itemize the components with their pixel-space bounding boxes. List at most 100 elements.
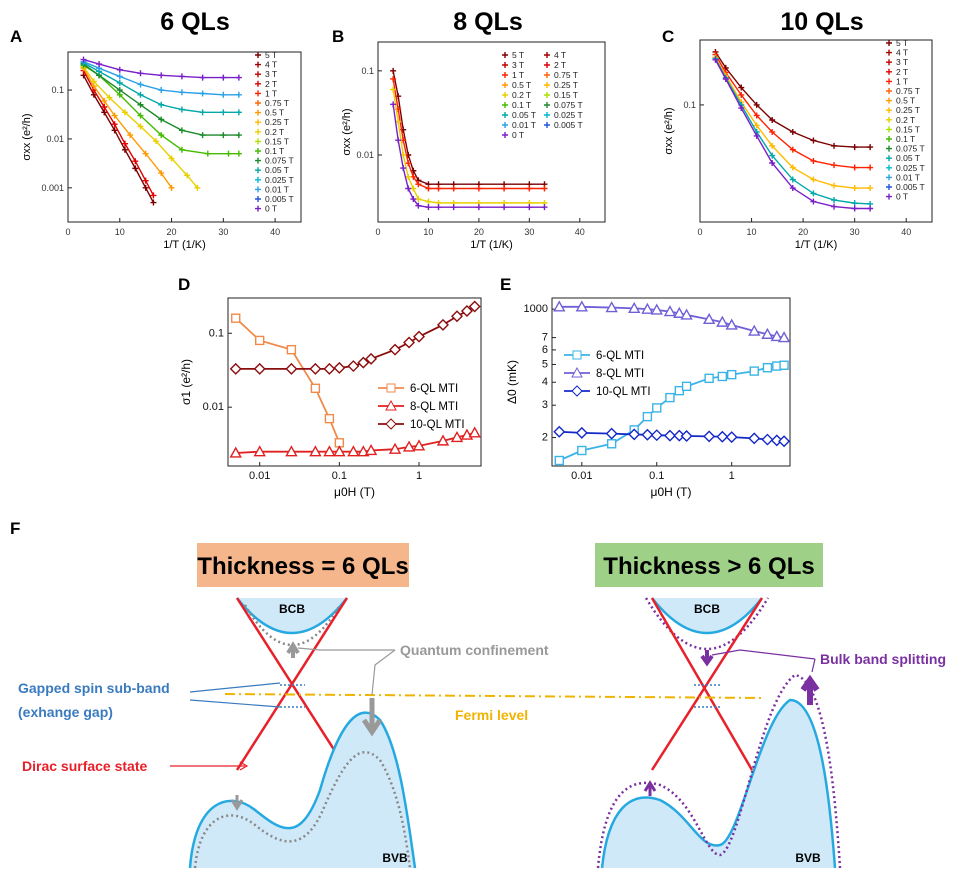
data-point: [158, 87, 165, 94]
fermi-level-label: Fermi level: [455, 707, 528, 723]
x-tick-label: 0.01: [571, 470, 592, 482]
data-point: [425, 198, 432, 205]
data-point: [769, 128, 776, 135]
data-point: [101, 103, 108, 110]
data-point: [541, 204, 548, 211]
qc-leader-2: [371, 649, 396, 696]
data-point: [468, 426, 481, 438]
data-point: [553, 425, 566, 438]
banner-left-text: Thickness = 6 QLs: [197, 553, 408, 580]
data-point: [680, 308, 693, 320]
legend-marker: [255, 128, 261, 135]
data-point: [137, 70, 144, 77]
left-bvb-label: BVB: [382, 851, 408, 865]
data-point: [390, 86, 397, 93]
data-point: [231, 313, 241, 323]
data-point: [390, 75, 397, 82]
legend-label: 0.15 T: [265, 136, 289, 146]
legend-marker: [544, 112, 550, 118]
x-tick-label: 40: [270, 227, 280, 237]
legend-label: 10-QL MTI: [410, 419, 465, 431]
data-point: [810, 198, 817, 205]
data-point: [681, 381, 692, 392]
legend-label: 0.15 T: [896, 124, 920, 134]
legend-label: 0.025 T: [896, 163, 925, 173]
y-axis-label: σxx (e²/h): [21, 113, 33, 160]
data-point: [324, 413, 335, 424]
data-point: [810, 176, 817, 183]
x-tick-label: 10: [423, 227, 433, 237]
data-point: [575, 300, 589, 312]
data-point: [106, 94, 113, 101]
data-point: [405, 173, 412, 180]
legend-label: 10-QL MTI: [596, 386, 651, 398]
data-point: [80, 56, 87, 63]
data-point: [254, 335, 265, 346]
data-point: [158, 170, 165, 177]
legend-marker: [255, 90, 261, 97]
legend-marker: [502, 132, 508, 138]
data-point: [761, 327, 774, 339]
data-point: [235, 91, 242, 98]
data-point: [435, 185, 442, 192]
data-point: [415, 181, 422, 188]
data-point: [111, 127, 118, 134]
legend-label: 3 T: [265, 69, 277, 79]
left-band-diagram: BCB BVB: [188, 597, 417, 869]
data-point: [831, 182, 838, 189]
legend-label: 0.01 T: [896, 172, 920, 182]
legend-marker: [886, 107, 892, 114]
legend-label: 5 T: [512, 50, 524, 60]
x-tick-label: 20: [798, 227, 808, 237]
data-point: [364, 443, 378, 456]
legend-marker: [886, 126, 892, 133]
data-point: [575, 426, 588, 439]
right-bcb-curve: [651, 597, 763, 635]
legend-label: 0.2 T: [512, 90, 531, 100]
data-point: [762, 363, 773, 373]
legend-marker: [255, 148, 261, 154]
legend-marker: [886, 193, 892, 200]
qc-leader-1: [297, 647, 395, 651]
data-point: [158, 132, 165, 139]
data-point: [116, 66, 123, 73]
y-tick-label: 1000: [524, 303, 548, 315]
data-point: [178, 73, 185, 80]
data-point: [725, 431, 738, 444]
legend-label: 6-QL MTI: [596, 350, 644, 362]
data-point: [867, 144, 874, 151]
data-point: [90, 78, 97, 85]
data-point: [628, 428, 641, 441]
legend-label: 2 T: [554, 60, 566, 70]
y-tick-label: 0.01: [356, 150, 374, 160]
data-point: [220, 91, 227, 98]
data-point: [116, 79, 123, 86]
data-point: [652, 403, 662, 413]
data-point: [770, 330, 783, 342]
legend-marker: [886, 97, 892, 104]
panel-label-d: D: [178, 275, 190, 294]
x-tick-label: 30: [218, 227, 228, 237]
legend-label: 0.05 T: [896, 153, 920, 163]
legend-marker: [255, 52, 261, 58]
x-tick-label: 0: [65, 227, 70, 237]
data-point: [753, 132, 760, 139]
right-bvb-arrow: [800, 674, 820, 705]
legend-label: 4 T: [265, 60, 277, 70]
dirac-surface-label: Dirac surface state: [22, 758, 148, 774]
data-point: [178, 127, 185, 134]
legend-marker: [886, 155, 892, 162]
bbs-leader-1: [711, 649, 816, 660]
data-point: [753, 112, 760, 119]
legend-marker: [544, 102, 550, 108]
legend-marker: [255, 196, 261, 202]
data-point: [541, 185, 548, 192]
data-point: [867, 164, 874, 171]
data-point: [310, 383, 321, 394]
data-point: [402, 440, 416, 452]
data-point: [410, 173, 417, 180]
data-point: [333, 445, 346, 457]
data-point: [365, 352, 378, 365]
data-point: [738, 84, 745, 91]
legend-marker: [544, 122, 550, 128]
